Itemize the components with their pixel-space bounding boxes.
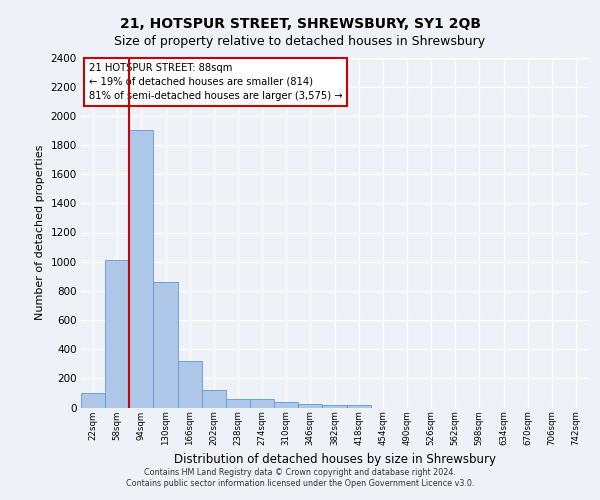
Text: Size of property relative to detached houses in Shrewsbury: Size of property relative to detached ho… [115, 35, 485, 48]
Bar [298, 404, 322, 407]
Bar [322, 404, 347, 407]
Bar [202, 390, 226, 407]
X-axis label: Distribution of detached houses by size in Shrewsbury: Distribution of detached houses by size … [173, 454, 496, 466]
Text: 21 HOTSPUR STREET: 88sqm
← 19% of detached houses are smaller (814)
81% of semi-: 21 HOTSPUR STREET: 88sqm ← 19% of detach… [89, 62, 342, 101]
Bar [129, 130, 154, 407]
Bar [274, 402, 298, 407]
Text: 21, HOTSPUR STREET, SHREWSBURY, SY1 2QB: 21, HOTSPUR STREET, SHREWSBURY, SY1 2QB [119, 18, 481, 32]
Bar [226, 399, 250, 407]
Bar [81, 393, 105, 407]
Text: Contains HM Land Registry data © Crown copyright and database right 2024.
Contai: Contains HM Land Registry data © Crown c… [126, 468, 474, 487]
Bar [250, 400, 274, 407]
Bar [105, 260, 129, 408]
Bar [154, 282, 178, 408]
Bar [347, 404, 371, 407]
Y-axis label: Number of detached properties: Number of detached properties [35, 145, 45, 320]
Bar [178, 361, 202, 408]
